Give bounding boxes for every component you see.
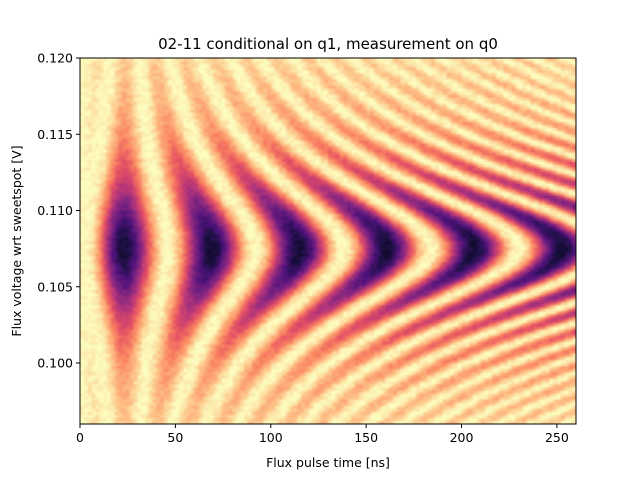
heatmap-raster	[80, 58, 576, 424]
y-tick-label: 0.100	[37, 356, 73, 371]
y-tick-label: 0.110	[37, 203, 73, 218]
y-tick-label: 0.120	[37, 51, 73, 66]
y-tick-label: 0.115	[37, 127, 73, 142]
x-tick-label: 50	[167, 430, 183, 445]
plot-frame	[79, 57, 577, 425]
x-tick-label: 100	[259, 430, 283, 445]
y-axis-label: Flux voltage wrt sweetspot [V]	[9, 145, 24, 336]
x-tick-label: 150	[354, 430, 378, 445]
x-tick-label: 0	[76, 430, 84, 445]
chart-title: 02-11 conditional on q1, measurement on …	[158, 35, 498, 53]
x-tick-label: 250	[545, 430, 569, 445]
x-axis: 0 50 100 150 200 250	[76, 424, 569, 445]
heatmap-image	[80, 58, 576, 424]
y-axis: 0.100 0.105 0.110 0.115 0.120	[37, 51, 80, 371]
x-tick-label: 200	[450, 430, 474, 445]
y-tick-label: 0.105	[37, 279, 73, 294]
x-axis-label: Flux pulse time [ns]	[266, 455, 390, 470]
